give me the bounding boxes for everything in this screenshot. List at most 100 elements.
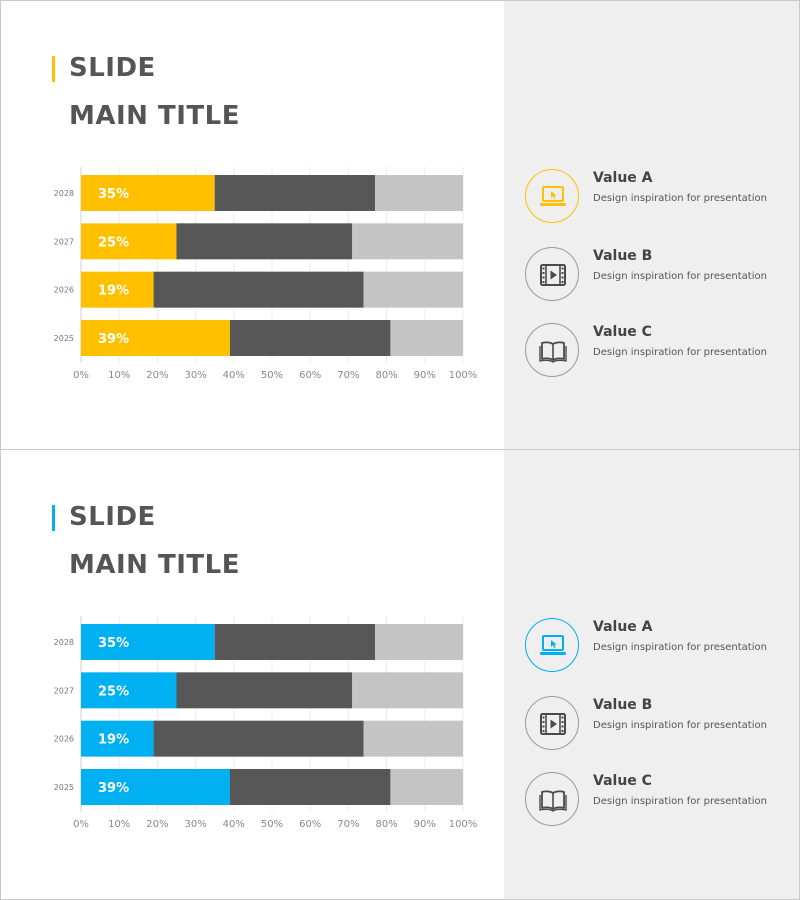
- category-label: 2027: [54, 686, 74, 695]
- x-tick-label: 80%: [375, 370, 397, 381]
- x-tick-label: 10%: [108, 819, 130, 830]
- slide-1: SLIDE MAIN TITLE 35% 2028 25% 2027 19% 2026 39…: [0, 0, 800, 450]
- bar-segment-value-b: [214, 175, 376, 211]
- stacked-bar-chart: 35% 2028 25% 2027 19% 2026 39% 2025 0% 10% 20% 30% 4…: [54, 167, 478, 381]
- legend-description: Design inspiration for presentation: [593, 193, 767, 204]
- stacked-bar-chart: 35% 2028 25% 2027 19% 2026 39% 2025 0% 10% 20% 30% 4…: [54, 616, 478, 830]
- x-tick-label: 90%: [414, 370, 436, 381]
- legend-circle: [525, 247, 579, 301]
- x-tick-label: 50%: [261, 370, 283, 381]
- book-icon: [539, 341, 567, 363]
- x-tick-label: 0%: [73, 370, 89, 381]
- x-tick-label: 0%: [73, 819, 89, 830]
- bar-segment-value-a: [81, 768, 230, 805]
- legend-circle: [525, 323, 579, 377]
- x-tick-label: 20%: [146, 370, 168, 381]
- x-tick-label: 90%: [414, 819, 436, 830]
- bar-data-label: 35%: [98, 636, 129, 651]
- bar-segment-value-a: [81, 672, 177, 709]
- legend-title: Value A: [593, 170, 653, 186]
- legend-title: Value B: [593, 697, 653, 713]
- bar-segment-value-c: [390, 319, 463, 356]
- bar-segment-value-c: [363, 271, 463, 308]
- laptop-icon: [540, 186, 566, 206]
- category-label: 2025: [54, 783, 74, 792]
- slide-2: SLIDE MAIN TITLE 35% 2028 25% 2027 19% 2026 39…: [0, 450, 800, 900]
- legend-title: Value A: [593, 619, 653, 635]
- legend-title: Value C: [593, 773, 652, 789]
- legend-item-value-b: Value B Design inspiration for presentat…: [525, 696, 795, 752]
- x-tick-label: 60%: [299, 819, 321, 830]
- x-tick-label: 40%: [223, 370, 245, 381]
- legend-item-value-a: Value A Design inspiration for presentat…: [525, 618, 795, 674]
- bar-data-label: 35%: [98, 187, 129, 202]
- book-icon: [539, 790, 567, 812]
- bar-segment-value-a: [81, 175, 215, 211]
- legend-item-value-a: Value A Design inspiration for presentat…: [525, 169, 795, 225]
- legend-description: Design inspiration for presentation: [593, 347, 767, 358]
- bar-segment-value-c: [363, 720, 463, 757]
- bar-segment-value-a: [81, 319, 230, 356]
- legend-title: Value C: [593, 324, 652, 340]
- slide-title-line-2: MAIN TITLE: [69, 101, 240, 131]
- x-tick-label: 70%: [337, 370, 359, 381]
- legend-item-value-c: Value C Design inspiration for presentat…: [525, 323, 795, 379]
- legend-circle: [525, 169, 579, 223]
- category-label: 2027: [54, 237, 74, 246]
- film-icon: [540, 264, 566, 286]
- film-icon: [540, 713, 566, 735]
- x-tick-label: 80%: [375, 819, 397, 830]
- bar-data-label: 19%: [98, 733, 129, 748]
- legend-description: Design inspiration for presentation: [593, 642, 767, 653]
- slide-title-line-1: SLIDE: [69, 53, 156, 83]
- bar-segment-value-b: [176, 223, 353, 260]
- bar-segment-value-c: [375, 175, 463, 211]
- bar-segment-value-b: [153, 720, 364, 757]
- bar-segment-value-a: [81, 271, 154, 308]
- x-tick-label: 40%: [223, 819, 245, 830]
- right-panel: [504, 450, 799, 899]
- x-tick-label: 20%: [146, 819, 168, 830]
- legend-description: Design inspiration for presentation: [593, 796, 767, 807]
- bar-segment-value-c: [352, 223, 463, 260]
- bar-segment-value-c: [390, 768, 463, 805]
- x-tick-label: 100%: [449, 370, 478, 381]
- bar-segment-value-a: [81, 720, 154, 757]
- bar-data-label: 25%: [98, 684, 129, 699]
- legend-circle: [525, 772, 579, 826]
- legend-title: Value B: [593, 248, 653, 264]
- x-tick-label: 30%: [184, 819, 206, 830]
- bar-data-label: 19%: [98, 284, 129, 299]
- category-label: 2026: [54, 735, 74, 744]
- bar-segment-value-b: [214, 624, 376, 660]
- legend-description: Design inspiration for presentation: [593, 720, 767, 731]
- legend-description: Design inspiration for presentation: [593, 271, 767, 282]
- bar-segment-value-b: [176, 672, 353, 709]
- slide-title-line-1: SLIDE: [69, 502, 156, 532]
- bar-data-label: 25%: [98, 235, 129, 250]
- x-tick-label: 50%: [261, 819, 283, 830]
- x-tick-label: 30%: [184, 370, 206, 381]
- bar-data-label: 39%: [98, 332, 129, 347]
- legend-item-value-b: Value B Design inspiration for presentat…: [525, 247, 795, 303]
- bar-segment-value-b: [229, 319, 391, 356]
- legend-circle: [525, 618, 579, 672]
- category-label: 2026: [54, 286, 74, 295]
- bar-segment-value-c: [375, 624, 463, 660]
- x-tick-label: 60%: [299, 370, 321, 381]
- category-label: 2028: [54, 638, 74, 647]
- title-accent-bar: [52, 56, 55, 82]
- legend-circle: [525, 696, 579, 750]
- x-tick-label: 100%: [449, 819, 478, 830]
- x-tick-label: 70%: [337, 819, 359, 830]
- x-tick-label: 10%: [108, 370, 130, 381]
- bar-segment-value-a: [81, 223, 177, 260]
- slide-title-line-2: MAIN TITLE: [69, 550, 240, 580]
- laptop-icon: [540, 635, 566, 655]
- category-label: 2025: [54, 334, 74, 343]
- right-panel: [504, 1, 799, 449]
- bar-segment-value-c: [352, 672, 463, 709]
- category-label: 2028: [54, 189, 74, 198]
- title-accent-bar: [52, 505, 55, 531]
- bar-segment-value-b: [153, 271, 364, 308]
